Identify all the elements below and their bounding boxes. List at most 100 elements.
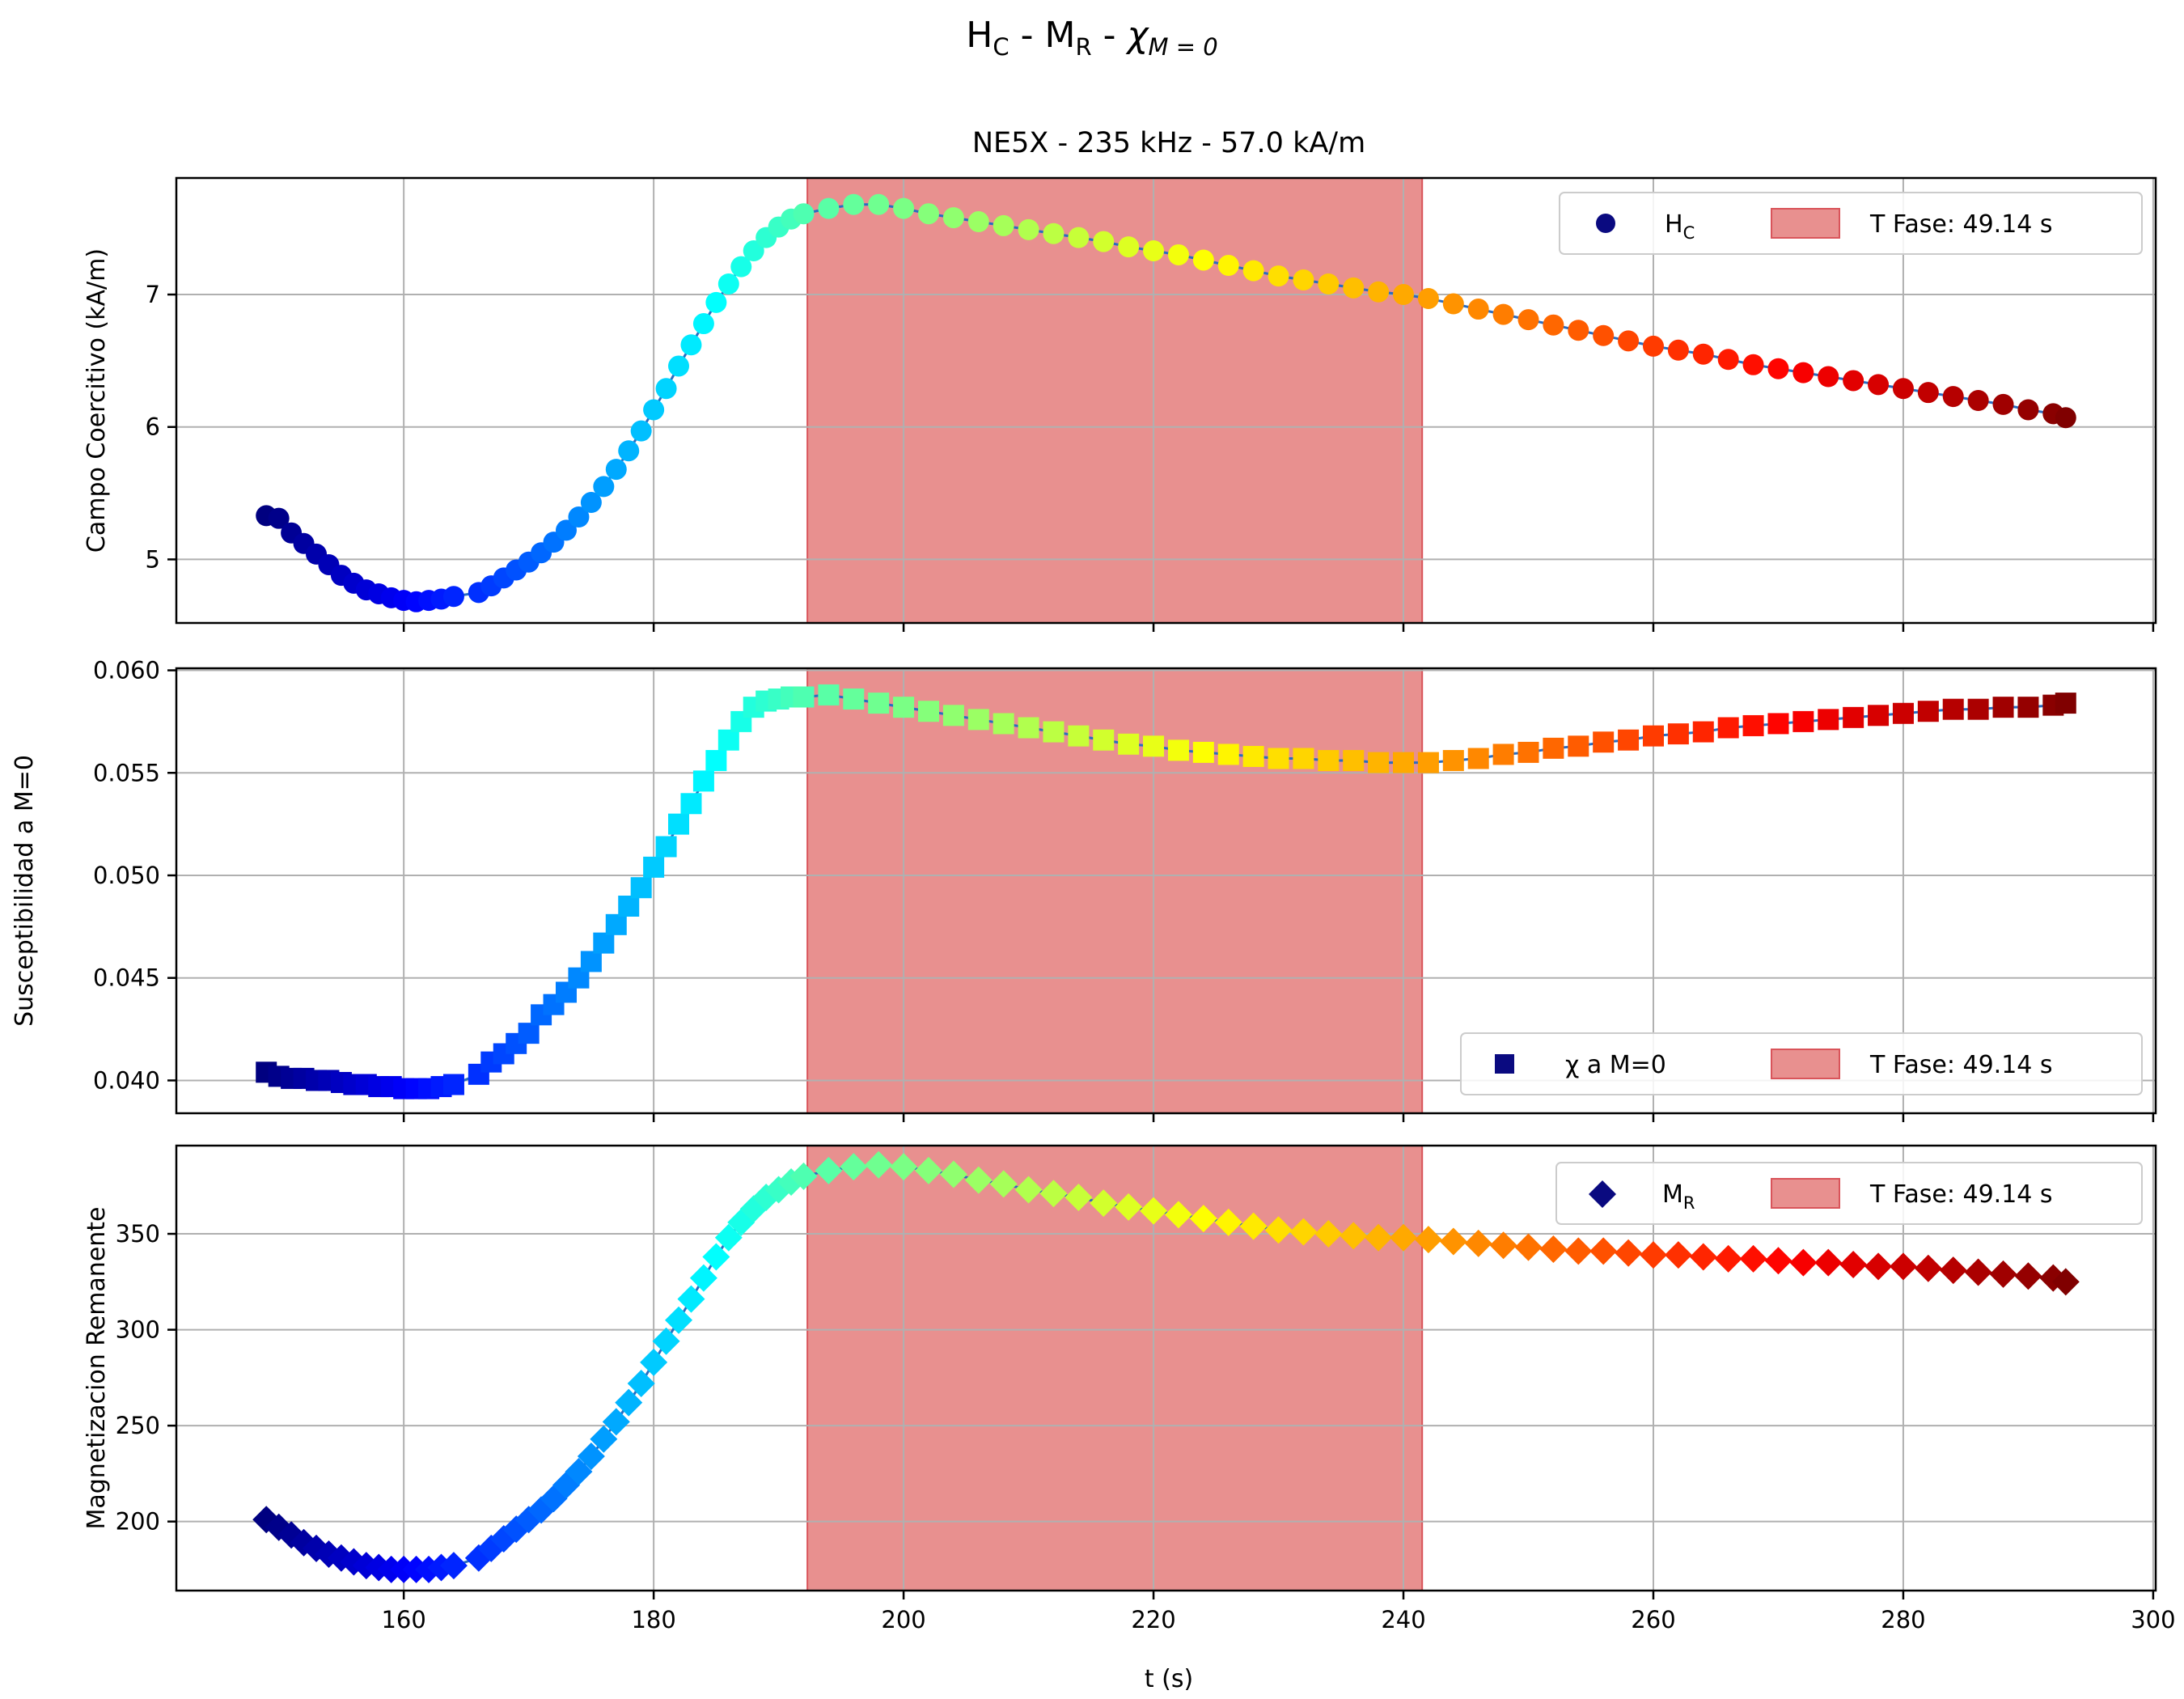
data-point <box>717 729 739 751</box>
data-point <box>518 1023 540 1044</box>
data-point <box>1692 343 1714 365</box>
data-point <box>1489 1231 1517 1260</box>
x-tick-label: 280 <box>1881 1606 1925 1633</box>
data-point <box>1667 339 1689 361</box>
data-point <box>1992 697 2014 718</box>
data-point <box>914 1156 942 1184</box>
data-point <box>605 459 627 481</box>
data-point <box>818 197 840 219</box>
data-point <box>627 1369 655 1397</box>
y-tick-label: 6 <box>146 413 160 441</box>
data-point <box>2017 399 2039 421</box>
data-point <box>1217 255 1239 277</box>
data-point <box>993 713 1014 735</box>
data-point <box>1914 1254 1942 1282</box>
subplot-title: NE5X - 235 kHz - 57.0 kA/m <box>972 127 1365 159</box>
data-point <box>1742 354 1764 375</box>
figure-suptitle: HC - MR - χM = 0 <box>966 15 1217 61</box>
data-point <box>1517 741 1539 763</box>
legend-mr-label: MR <box>1662 1180 1695 1213</box>
data-point <box>1843 706 1864 728</box>
data-point <box>1043 222 1064 244</box>
y-tick-label: 7 <box>146 281 160 308</box>
data-point <box>1268 265 1289 287</box>
data-point <box>815 1156 843 1184</box>
data-point <box>1314 1220 1343 1248</box>
data-point <box>893 697 915 718</box>
data-point <box>643 399 665 421</box>
y-axis-label: Campo Coercitivo (kA/m) <box>83 248 111 553</box>
data-point <box>1792 710 1814 732</box>
data-point <box>555 519 577 541</box>
data-point <box>868 193 890 215</box>
data-point <box>640 1348 668 1376</box>
data-point <box>964 1166 993 1194</box>
data-point <box>1689 1243 1717 1271</box>
data-point <box>2017 697 2039 718</box>
data-point <box>630 877 652 899</box>
data-point <box>1090 1189 1118 1218</box>
legend-hc-label: HC <box>1665 210 1695 243</box>
data-point <box>1417 752 1439 773</box>
data-point <box>1115 1193 1143 1221</box>
data-point <box>1917 701 1939 722</box>
data-point <box>1517 309 1539 331</box>
data-point <box>1942 698 1964 720</box>
data-point <box>618 896 640 917</box>
y-tick-label: 250 <box>116 1412 160 1439</box>
data-point <box>967 211 989 233</box>
data-point <box>1589 1237 1618 1265</box>
data-point <box>1564 1237 1593 1265</box>
data-point <box>652 1327 680 1355</box>
data-point <box>843 193 865 215</box>
legend-frame <box>1555 1162 2143 1225</box>
data-point <box>1843 370 1864 392</box>
data-point <box>1464 1229 1492 1257</box>
data-point <box>1189 1205 1217 1233</box>
data-point <box>1514 1233 1543 1261</box>
data-point <box>1568 735 1589 757</box>
data-point <box>1143 735 1165 757</box>
data-point <box>1043 721 1064 743</box>
data-point <box>1642 725 1664 747</box>
data-point <box>702 1243 730 1271</box>
y-tick-label: 200 <box>116 1508 160 1536</box>
series-coercive-field <box>256 193 2076 612</box>
data-point <box>1692 721 1714 743</box>
data-point <box>1118 236 1140 258</box>
y-axis-label: Susceptibilidad a M=0 <box>11 755 39 1027</box>
y-tick-label: 0.050 <box>93 862 160 889</box>
data-point <box>1393 284 1415 306</box>
data-point <box>1767 358 1789 379</box>
data-point <box>680 793 702 815</box>
data-point <box>1192 249 1214 271</box>
data-point <box>993 214 1014 236</box>
data-point <box>714 1223 743 1252</box>
data-point <box>1068 725 1090 747</box>
data-point <box>602 1408 630 1436</box>
data-point <box>1390 1223 1418 1252</box>
data-point <box>1442 293 1464 315</box>
axes-frame <box>175 1144 2157 1592</box>
legend-chi-label: χ a M=0 <box>1565 1051 1666 1079</box>
data-point <box>1989 1260 2017 1288</box>
data-point <box>2014 1262 2042 1290</box>
data-point <box>680 334 702 356</box>
data-point <box>1167 244 1189 265</box>
data-point <box>1667 723 1689 745</box>
data-point <box>843 688 865 710</box>
legend-chi-marker <box>1495 1054 1514 1074</box>
y-tick-label: 0.055 <box>93 759 160 786</box>
x-tick-label: 180 <box>631 1606 675 1633</box>
data-point <box>1593 324 1615 346</box>
data-point <box>1289 1218 1318 1246</box>
data-point <box>1818 709 1839 731</box>
data-point <box>568 506 590 528</box>
data-point <box>1543 314 1564 336</box>
data-point <box>1618 330 1640 352</box>
data-point <box>1093 729 1115 751</box>
data-point <box>1217 744 1239 765</box>
series-remanent-magnetization <box>252 1150 2080 1583</box>
data-point <box>730 256 752 278</box>
